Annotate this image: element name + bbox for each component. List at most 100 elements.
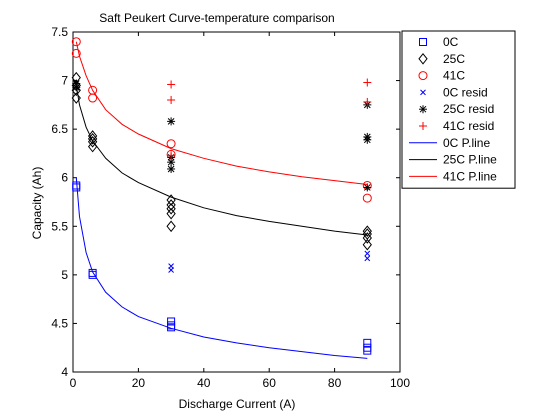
data-point-0c-resid-stroke	[168, 267, 174, 273]
legend-label-0c-p-line: 0C P.line	[443, 136, 490, 150]
plot-frame	[72, 31, 401, 373]
y-tick-label: 6	[61, 171, 68, 185]
data-point-25c-shape	[362, 232, 372, 244]
data-point-41c	[71, 48, 81, 58]
legend-swatch-41c-shape	[418, 71, 428, 81]
data-point-25c-shape	[166, 220, 176, 233]
data-point-25c-resid-stroke	[363, 184, 371, 191]
legend-swatch-0c-resid-stroke	[420, 89, 426, 96]
series-line-25c-p-line	[75, 85, 368, 236]
y-axis-title: Capacity (Ah)	[30, 167, 44, 240]
plot-area: 0 20 40 60 80 100 4 4.5 5 5.5 6 6.5 7 7.5	[51, 25, 410, 390]
data-point-0c-resid	[168, 267, 174, 273]
data-point-41c-shape	[71, 48, 81, 58]
data-point-41c-resid	[363, 97, 372, 106]
data-point-25c-shape	[71, 84, 81, 97]
data-point-25c-resid-stroke	[363, 136, 371, 144]
legend: 0C 25C 41C 0C resid 25C resid 41C resid 0C P.l…	[401, 30, 516, 189]
data-point-41c	[71, 37, 81, 47]
data-point-25c-shape	[362, 238, 372, 251]
legend-item-0c-p-line: 0C P.line	[409, 136, 490, 150]
legend-swatch-41c	[418, 71, 428, 81]
data-point-25c-resid-stroke	[167, 118, 175, 125]
x-tick-label: 80	[328, 376, 342, 390]
data-point-25c-shape	[362, 225, 372, 237]
data-point-25c	[166, 207, 176, 220]
data-point-41c-shape	[71, 37, 81, 47]
legend-label-0c: 0C	[443, 35, 459, 49]
data-point-0c-shape	[363, 338, 372, 347]
series-0c-resid	[168, 250, 371, 273]
y-tick-label: 6.5	[51, 122, 68, 136]
y-tick-label: 7.5	[51, 25, 68, 39]
legend-item-25c-p-line: 25C P.line	[409, 153, 497, 167]
x-tick-label: 0	[70, 376, 77, 390]
data-point-0c	[72, 183, 81, 192]
data-point-41c-resid	[167, 151, 176, 160]
data-point-25c-resid	[167, 158, 176, 167]
data-point-25c	[362, 225, 372, 237]
data-point-25c-shape	[166, 207, 176, 220]
data-point-41c-resid	[167, 80, 176, 89]
x-tick-label: 40	[197, 376, 211, 390]
legend-label-0c-resid: 0C resid	[443, 85, 488, 99]
legend-item-0c-resid: 0C resid	[420, 85, 488, 99]
y-tick-label: 5.5	[51, 219, 68, 233]
data-point-41c-shape	[166, 139, 176, 149]
series-41c-p-line	[75, 41, 368, 185]
data-point-25c	[166, 199, 176, 211]
legend-item-41c-resid: 41C resid	[419, 119, 494, 133]
data-point-41c-resid	[167, 96, 176, 104]
data-point-41c-shape	[362, 193, 372, 203]
legend-item-0c: 0C	[419, 35, 459, 49]
legend-swatch-41c-resid	[419, 122, 427, 130]
legend-swatch-0c-resid	[420, 89, 426, 96]
legend-item-41c-p-line: 41C P.line	[409, 169, 497, 183]
data-point-41c	[166, 139, 176, 149]
data-point-25c-resid-stroke	[167, 165, 175, 173]
x-tick-label: 60	[263, 376, 277, 390]
series-line-41c-p-line	[75, 41, 368, 185]
data-point-0c	[363, 346, 372, 355]
x-axis-title: Discharge Current (A)	[179, 397, 296, 411]
data-point-25c	[166, 202, 176, 215]
data-point-25c	[71, 92, 81, 104]
data-point-0c-resid	[364, 250, 371, 257]
legend-item-41c: 41C	[418, 69, 465, 83]
legend-swatch-25c-resid-stroke	[419, 105, 427, 113]
data-point-25c-shape	[87, 135, 98, 148]
data-point-25c-resid-stroke	[167, 158, 175, 166]
x-tick-label: 20	[132, 376, 146, 390]
data-point-25c-resid	[363, 183, 372, 192]
data-point-41c	[362, 193, 372, 203]
data-point-0c	[363, 338, 372, 347]
series-0c-p-line	[75, 177, 368, 359]
y-tick-label: 7	[61, 74, 68, 88]
data-point-25c-shape	[87, 133, 98, 145]
legend-swatch-0c-shape	[419, 38, 427, 46]
series-line-0c-p-line	[75, 177, 368, 359]
data-point-41c-resid	[363, 78, 372, 87]
legend-swatch-25c-resid	[419, 105, 427, 114]
y-tick-label: 4.5	[51, 316, 68, 330]
data-point-41c-shape	[88, 93, 98, 103]
data-point-25c	[362, 238, 372, 251]
series-41c	[71, 37, 372, 203]
data-point-25c	[87, 133, 98, 145]
data-point-25c-resid	[167, 164, 176, 173]
series-25c-p-line	[75, 85, 368, 236]
y-tick-label: 4	[61, 365, 68, 379]
data-point-0c-resid	[364, 255, 371, 262]
data-point-25c-shape	[71, 92, 81, 104]
data-point-25c-resid	[167, 117, 176, 126]
legend-label-41c: 41C	[443, 69, 465, 83]
x-tick-label: 100	[390, 376, 410, 390]
legend-label-41c-resid: 41C resid	[443, 119, 494, 133]
legend-label-25c: 25C	[443, 52, 465, 66]
data-point-25c	[87, 135, 98, 148]
legend-label-25c-p-line: 25C P.line	[443, 153, 497, 167]
data-point-25c-shape	[166, 202, 176, 215]
data-point-0c-shape	[72, 183, 81, 192]
